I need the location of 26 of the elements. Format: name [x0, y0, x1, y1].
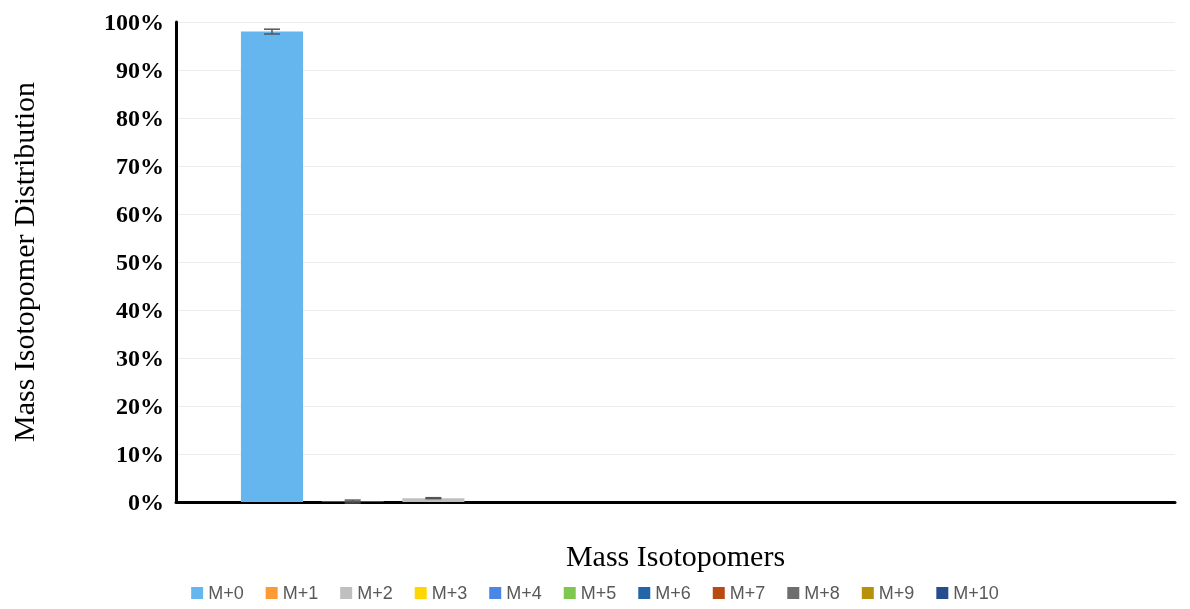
- y-tick-label: 70%: [116, 153, 164, 179]
- legend-label: M+3: [431, 583, 468, 603]
- y-tick-label: 50%: [116, 249, 164, 275]
- bar: [240, 31, 304, 502]
- y-tick-label: 100%: [104, 9, 164, 35]
- legend-label: M+2: [357, 583, 393, 603]
- legend-label: M+6: [655, 583, 691, 603]
- y-tick-label: 40%: [116, 297, 164, 323]
- legend-label: M+8: [804, 583, 840, 603]
- bar: [402, 498, 465, 502]
- y-tick-label: 20%: [116, 393, 164, 419]
- legend-label: M+4: [506, 583, 542, 603]
- legend-label: M+7: [729, 583, 766, 603]
- x-axis-title: Mass Isotopomers: [565, 538, 786, 572]
- y-tick-label: 0%: [128, 489, 164, 515]
- legend-label: M+1: [282, 583, 319, 603]
- legend-label: M+5: [580, 583, 617, 603]
- y-tick-label: 30%: [116, 345, 164, 371]
- y-axis-title: Mass Isotopomer Distribution: [6, 82, 40, 442]
- y-tick-label: 60%: [116, 201, 164, 227]
- y-tick-label: 80%: [116, 105, 164, 131]
- legend-label: M+10: [953, 583, 999, 603]
- legend-label: M+0: [208, 583, 244, 603]
- y-tick-label: 90%: [116, 57, 164, 83]
- y-tick-label: 10%: [116, 441, 164, 467]
- legend-label: M+9: [878, 583, 915, 603]
